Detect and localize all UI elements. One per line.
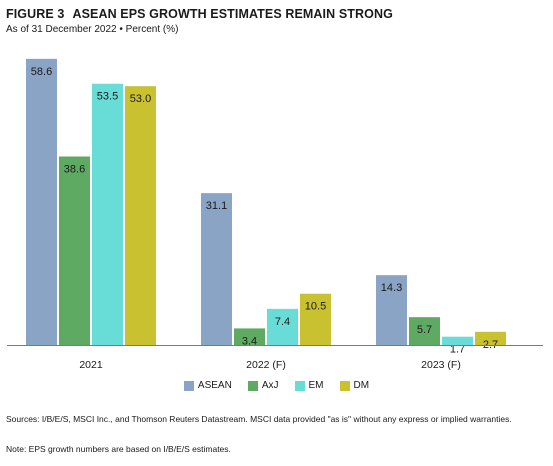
bar-dm-1: [300, 293, 331, 345]
chart-subtitle: As of 31 December 2022 • Percent (%): [6, 24, 179, 35]
legend-label-asean: ASEAN: [197, 380, 232, 391]
bar-chart: 58.6 31.1 14.3 38.6 3.4 5.7 53.5 7.4 1.7 53.0 10.5…: [7, 58, 543, 371]
data-label-asean-2: 14.3: [381, 282, 402, 294]
data-label-em-0: 53.5: [97, 91, 118, 103]
legend-swatch-axj: [247, 380, 258, 391]
data-label-dm-1: 10.5: [305, 301, 326, 313]
bar-axj-2: [409, 317, 440, 345]
bar-axj-0: [59, 156, 90, 345]
legend-label-dm: DM: [353, 380, 370, 391]
data-label-dm-2: 2.7: [483, 339, 498, 351]
data-label-asean-1: 31.1: [206, 200, 227, 212]
x-tick-label-1: 2022 (F): [246, 359, 286, 371]
legend-item-em: EM: [294, 380, 324, 391]
x-tick-label-0: 2021: [79, 359, 103, 371]
bar-em-0: [92, 83, 123, 345]
bar-em-1: [267, 308, 298, 345]
legend-label-em: EM: [308, 380, 324, 391]
chart-title: ASEAN EPS GROWTH ESTIMATES REMAIN STRONG: [72, 7, 393, 21]
bar-dm-2: [475, 331, 506, 345]
bar-em-2: [442, 336, 473, 345]
legend-label-axj: AxJ: [261, 380, 279, 391]
sources-text: Sources: I/B/E/S, MSCI Inc., and Thomson…: [6, 414, 512, 424]
data-label-em-1: 7.4: [275, 316, 290, 328]
data-label-axj-1: 3.4: [242, 335, 257, 347]
bar-asean-0: [26, 58, 57, 345]
data-label-em-2: 1.7: [450, 344, 465, 356]
data-label-axj-2: 5.7: [417, 324, 432, 336]
figure-title: FIGURE 3 ASEAN EPS GROWTH ESTIMATES REMAI…: [6, 7, 393, 21]
bar-asean-2: [376, 275, 407, 345]
legend-swatch-asean: [183, 380, 194, 391]
legend-item-axj: AxJ: [247, 380, 279, 391]
legend-item-asean: ASEAN: [183, 380, 232, 391]
note-text: Note: EPS growth numbers are based on I/…: [6, 444, 231, 454]
figure-number: FIGURE 3: [6, 7, 65, 21]
x-tick-label-2: 2023 (F): [421, 359, 461, 371]
data-label-axj-0: 38.6: [64, 164, 85, 176]
legend-item-dm: DM: [339, 380, 370, 391]
legend-swatch-em: [294, 380, 305, 391]
data-label-dm-0: 53.0: [130, 93, 151, 105]
bar-axj-1: [234, 328, 265, 345]
chart-legend: ASEAN AxJ EM DM: [0, 380, 553, 391]
data-label-asean-0: 58.6: [31, 66, 52, 78]
bar-dm-0: [125, 86, 156, 345]
bar-asean-1: [201, 193, 232, 345]
legend-swatch-dm: [339, 380, 350, 391]
